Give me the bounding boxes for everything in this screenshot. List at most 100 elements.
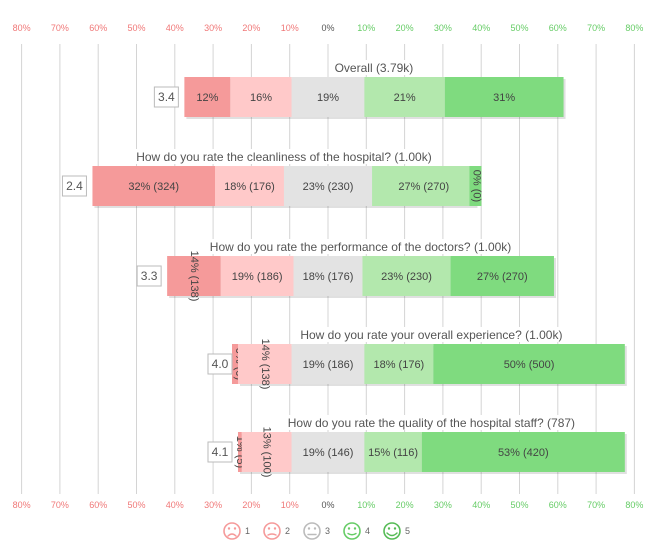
bar-segment-3 (291, 344, 365, 384)
x-tick-label: 50% (510, 23, 528, 33)
smile-face-icon (343, 522, 361, 540)
question-title: How do you rate the performance of the d… (210, 240, 512, 254)
face-outline (343, 522, 361, 540)
score-box (207, 353, 233, 375)
question-rows: 12% 16% 19% 21% 31% Overall (3.79k) 3.4 32% (32… (61, 60, 627, 478)
x-tick-label: 20% (396, 500, 414, 510)
bar-segment-3 (291, 432, 365, 472)
bar-segment-1 (167, 256, 221, 296)
x-tick-label: 80% (13, 500, 31, 510)
question-title-bg (331, 60, 417, 75)
x-tick-label: 80% (13, 23, 31, 33)
legend-label: 2 (285, 526, 290, 536)
score-box (207, 441, 233, 463)
bar-value-label: 19% (186) (303, 359, 354, 371)
bar-segment-5 (433, 344, 625, 384)
bar-segment-1 (237, 432, 242, 472)
bar-value-label: 14% (138) (188, 251, 200, 302)
x-tick-label: 40% (166, 500, 184, 510)
face-eye (393, 527, 397, 530)
bar-segment-5 (450, 256, 554, 296)
bar-value-label: 13% (100) (261, 427, 273, 478)
x-tick-label: 50% (127, 23, 145, 33)
bar-value-label: 18% (176) (224, 181, 275, 193)
face-eye (267, 527, 271, 530)
bar-value-label: 50% (500) (504, 359, 555, 371)
x-tick-label: 70% (51, 23, 69, 33)
x-tick-label: 10% (281, 500, 299, 510)
score-value: 4.1 (212, 445, 229, 459)
face-eye (347, 527, 351, 530)
x-axis-top: 80% 70% 60% 50% 40% 30% 20% 10% 0% 10% 20% 30% 40% 50… (13, 23, 644, 33)
bar-value-label: 12% (196, 92, 218, 104)
x-axis-bottom: 80% 70% 60% 50% 40% 30% 20% 10% 0% 10% 20% 30% 40% 50… (13, 500, 644, 510)
legend-label: 4 (365, 526, 370, 536)
face-eye (233, 527, 237, 530)
face-mouth (347, 532, 357, 536)
question-row: 32% (324) 18% (176) 23% (230) 27% (270) 0% (… (61, 149, 482, 208)
score-value: 3.4 (158, 90, 175, 104)
face-outline (223, 522, 241, 540)
x-tick-label: 20% (242, 500, 260, 510)
x-tick-label: 40% (472, 23, 490, 33)
bar-segment-2 (215, 166, 284, 206)
x-tick-label: 60% (549, 23, 567, 33)
question-title: How do you rate the cleanliness of the h… (136, 150, 432, 164)
x-tick-label: 10% (357, 500, 375, 510)
happy-face-icon (383, 522, 401, 540)
bar-segment-2 (230, 77, 292, 117)
x-tick-label: 10% (281, 23, 299, 33)
legend-label: 5 (405, 526, 410, 536)
bar-segment-2 (241, 432, 292, 472)
x-tick-label: 50% (127, 500, 145, 510)
sad-face-icon (263, 522, 281, 540)
bar-segment-1 (184, 77, 231, 117)
bar-value-label: 21% (394, 92, 416, 104)
score-value: 3.3 (141, 269, 158, 283)
score-box (61, 175, 87, 197)
bar-value-label: 0% (0) (470, 170, 482, 202)
face-eye (313, 527, 317, 530)
x-tick-label: 30% (204, 23, 222, 33)
bar-segment-3 (291, 77, 365, 117)
face-mouth (386, 532, 398, 537)
question-row: 12% 16% 19% 21% 31% Overall (3.79k) 3.4 (153, 60, 566, 119)
x-tick-label: 0% (321, 23, 334, 33)
score-box (153, 86, 179, 108)
question-row: 14% (138) 19% (186) 18% (176) 23% (230) 27% … (136, 239, 556, 302)
bar-segment-2 (220, 256, 294, 296)
bar-value-label: 53% (420) (498, 447, 549, 459)
bar-value-label: 27% (270) (477, 271, 528, 283)
face-eye (307, 527, 311, 530)
very-sad-face-icon (223, 522, 241, 540)
question-title-bg (284, 415, 579, 430)
face-eye (273, 527, 277, 530)
x-tick-label: 40% (166, 23, 184, 33)
bar-segment-1 (92, 166, 216, 206)
bar-segment-4 (364, 77, 445, 117)
bar-segment-4 (362, 256, 451, 296)
question-row: 0% (0)14% (138)19% (186)18% (176)50% (50… (207, 327, 627, 389)
question-title-bg (133, 149, 435, 164)
bar-value-label: 19% (146) (303, 447, 354, 459)
question-title: How do you rate your overall experience?… (300, 328, 562, 342)
question-title: Overall (3.79k) (335, 61, 414, 75)
legend-label: 1 (245, 526, 250, 536)
bar-segment-4 (364, 344, 434, 384)
question-title: How do you rate the quality of the hospi… (288, 416, 575, 430)
x-tick-label: 60% (89, 23, 107, 33)
x-tick-label: 40% (472, 500, 490, 510)
x-tick-label: 70% (51, 500, 69, 510)
x-tick-label: 50% (510, 500, 528, 510)
face-eye (353, 527, 357, 530)
legend: 1 2 3 4 5 (223, 522, 410, 540)
face-outline (263, 522, 281, 540)
bar-value-label: 19% (186) (232, 271, 283, 283)
face-mouth (267, 533, 277, 536)
bar-segment-4 (372, 166, 476, 206)
bar-value-label: 31% (493, 92, 515, 104)
bar-segment-3 (293, 256, 363, 296)
bar-segment-5 (444, 77, 564, 117)
score-box (136, 265, 162, 287)
